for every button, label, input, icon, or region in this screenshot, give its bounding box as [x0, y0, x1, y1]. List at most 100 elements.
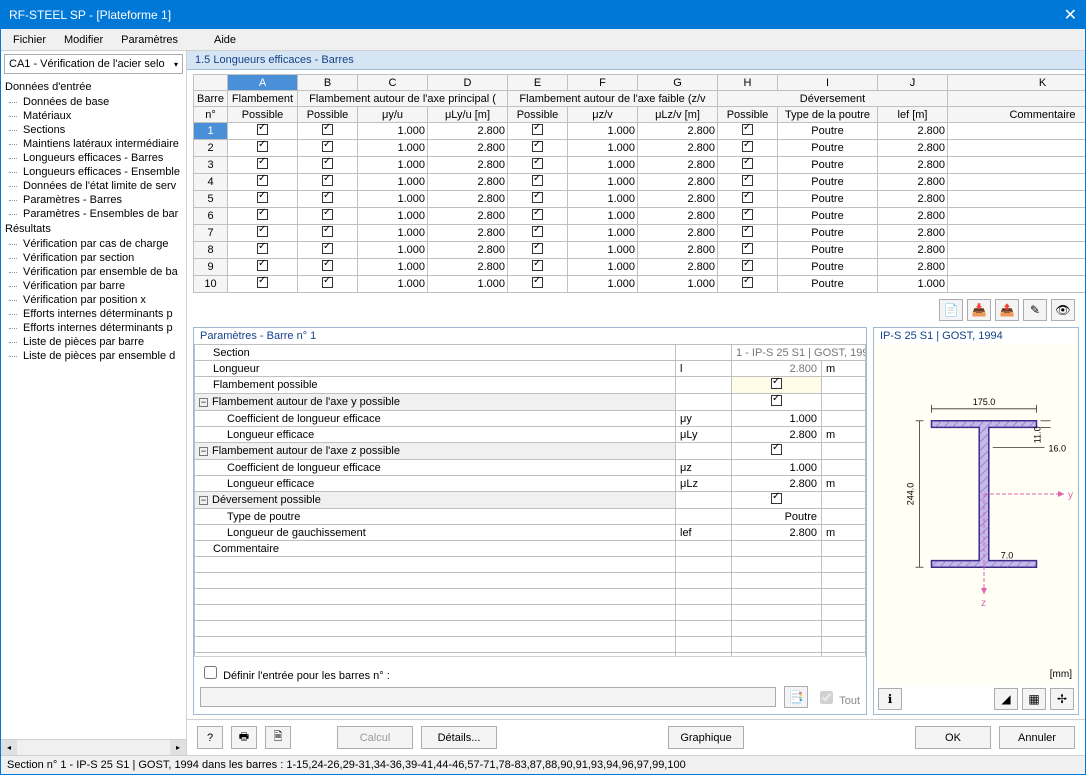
cancel-button[interactable]: Annuler [999, 726, 1075, 749]
info-button[interactable]: ℹ [878, 688, 902, 710]
menu-edit[interactable]: Modifier [56, 32, 111, 48]
menu-help[interactable]: Aide [206, 32, 244, 48]
checkbox-icon[interactable] [742, 158, 753, 169]
all-check[interactable] [820, 691, 833, 704]
checkbox-icon[interactable] [742, 243, 753, 254]
checkbox-icon[interactable] [532, 260, 543, 271]
checkbox-icon[interactable] [532, 243, 543, 254]
close-icon[interactable]: ✕ [1064, 5, 1077, 25]
param-row[interactable]: Flambement possible [195, 377, 866, 394]
tree-item[interactable]: Liste de pièces par barre [1, 335, 186, 349]
checkbox-icon[interactable] [322, 141, 333, 152]
tree-item[interactable]: Efforts internes déterminants p [1, 307, 186, 321]
param-row[interactable]: −Flambement autour de l'axe y possible [195, 394, 866, 411]
checkbox-icon[interactable] [532, 226, 543, 237]
checkbox-icon[interactable] [532, 277, 543, 288]
tree-item[interactable]: Vérification par ensemble de ba [1, 265, 186, 279]
tree-item[interactable]: Données de l'état limite de serv [1, 179, 186, 193]
param-row[interactable]: Commentaire [195, 541, 866, 557]
checkbox-icon[interactable] [257, 277, 268, 288]
table-row[interactable]: 21.0002.8001.0002.800Poutre2.800 [194, 140, 1086, 157]
checkbox-icon[interactable] [257, 175, 268, 186]
scroll-right-icon[interactable]: ▸ [170, 740, 186, 755]
print-button[interactable]: 🖶 [231, 726, 257, 749]
param-row[interactable]: Section1 - IP-S 25 S1 | GOST, 1994 [195, 345, 866, 361]
param-row[interactable]: Longueurl2.800m [195, 361, 866, 377]
checkbox-icon[interactable] [257, 158, 268, 169]
checkbox-icon[interactable] [257, 243, 268, 254]
case-combo[interactable]: CA1 - Vérification de l'acier selo ▾ [4, 54, 183, 74]
define-bars-check[interactable] [204, 666, 217, 679]
tree-item[interactable]: Sections [1, 123, 186, 137]
checkbox-icon[interactable] [257, 124, 268, 135]
checkbox-icon[interactable] [742, 226, 753, 237]
param-row[interactable]: −Flambement autour de l'axe z possible [195, 443, 866, 460]
tree-item[interactable]: Longueurs efficaces - Barres [1, 151, 186, 165]
tree-item[interactable]: Maintiens latéraux intermédiaire [1, 137, 186, 151]
tree-item[interactable]: Vérification par cas de charge [1, 237, 186, 251]
checkbox-icon[interactable] [742, 209, 753, 220]
checkbox-icon[interactable] [257, 209, 268, 220]
checkbox-icon[interactable] [742, 141, 753, 152]
checkbox-icon[interactable] [532, 158, 543, 169]
export-button[interactable]: 🗎 [265, 726, 291, 749]
checkbox-icon[interactable] [532, 209, 543, 220]
tree-item[interactable]: Vérification par barre [1, 279, 186, 293]
table-row[interactable]: 41.0002.8001.0002.800Poutre2.800 [194, 174, 1086, 191]
tree-item[interactable]: Efforts internes déterminants p [1, 321, 186, 335]
tree-item[interactable]: Longueurs efficaces - Ensemble [1, 165, 186, 179]
checkbox-icon[interactable] [322, 192, 333, 203]
checkbox-icon[interactable] [742, 124, 753, 135]
all-checkbox[interactable]: Tout [816, 688, 860, 707]
table-row[interactable]: 91.0002.8001.0002.800Poutre2.800 [194, 259, 1086, 276]
checkbox-icon[interactable] [257, 260, 268, 271]
checkbox-icon[interactable] [771, 493, 782, 504]
details-button[interactable]: Détails... [421, 726, 497, 749]
checkbox-icon[interactable] [532, 141, 543, 152]
checkbox-icon[interactable] [742, 277, 753, 288]
tree-item[interactable]: Vérification par section [1, 251, 186, 265]
view-btn-3[interactable]: ✢ [1050, 688, 1074, 710]
scroll-left-icon[interactable]: ◂ [1, 740, 17, 755]
checkbox-icon[interactable] [742, 175, 753, 186]
pick-bars-button[interactable]: 📑 [784, 686, 808, 708]
param-row[interactable]: Longueur efficaceμLy2.800m [195, 427, 866, 443]
checkbox-icon[interactable] [322, 209, 333, 220]
checkbox-icon[interactable] [257, 192, 268, 203]
checkbox-icon[interactable] [532, 124, 543, 135]
param-row[interactable]: Type de poutrePoutre [195, 509, 866, 525]
define-bars-checkbox[interactable]: Définir l'entrée pour les barres n° : [200, 670, 390, 682]
tree-item[interactable]: Paramètres - Barres [1, 193, 186, 207]
param-row[interactable]: Longueur de gauchissementlef2.800m [195, 525, 866, 541]
view-btn-1[interactable]: ◢ [994, 688, 1018, 710]
param-row[interactable]: Coefficient de longueur efficaceμz1.000 [195, 460, 866, 476]
checkbox-icon[interactable] [322, 277, 333, 288]
params-table[interactable]: Section1 - IP-S 25 S1 | GOST, 1994Longue… [194, 344, 866, 656]
checkbox-icon[interactable] [322, 243, 333, 254]
menu-file[interactable]: Fichier [5, 32, 54, 48]
toolbar-btn-5[interactable]: 👁 [1051, 299, 1075, 321]
param-row[interactable]: Longueur efficaceμLz2.800m [195, 476, 866, 492]
ok-button[interactable]: OK [915, 726, 991, 749]
checkbox-icon[interactable] [322, 124, 333, 135]
view-btn-2[interactable]: ▦ [1022, 688, 1046, 710]
table-row[interactable]: 31.0002.8001.0002.800Poutre2.800 [194, 157, 1086, 174]
checkbox-icon[interactable] [322, 158, 333, 169]
checkbox-icon[interactable] [532, 192, 543, 203]
tree-item[interactable]: Paramètres - Ensembles de bar [1, 207, 186, 221]
param-row[interactable]: −Déversement possible [195, 492, 866, 509]
checkbox-icon[interactable] [322, 226, 333, 237]
table-row[interactable]: 101.0001.0001.0001.000Poutre1.000 [194, 276, 1086, 293]
table-row[interactable]: 51.0002.8001.0002.800Poutre2.800 [194, 191, 1086, 208]
param-row[interactable]: Coefficient de longueur efficaceμy1.000 [195, 411, 866, 427]
table-row[interactable]: 81.0002.8001.0002.800Poutre2.800 [194, 242, 1086, 259]
effective-lengths-grid[interactable]: ABCDEFGHIJKBarreFlambementFlambement aut… [193, 74, 1085, 293]
tree-item[interactable]: Liste de pièces par ensemble d [1, 349, 186, 363]
tree-item[interactable]: Données de base [1, 95, 186, 109]
table-row[interactable]: 61.0002.8001.0002.800Poutre2.800 [194, 208, 1086, 225]
checkbox-icon[interactable] [257, 226, 268, 237]
checkbox-icon[interactable] [322, 260, 333, 271]
table-row[interactable]: 11.0002.8001.0002.800Poutre2.800 [194, 123, 1086, 140]
table-row[interactable]: 71.0002.8001.0002.800Poutre2.800 [194, 225, 1086, 242]
toolbar-btn-3[interactable]: 📤 [995, 299, 1019, 321]
